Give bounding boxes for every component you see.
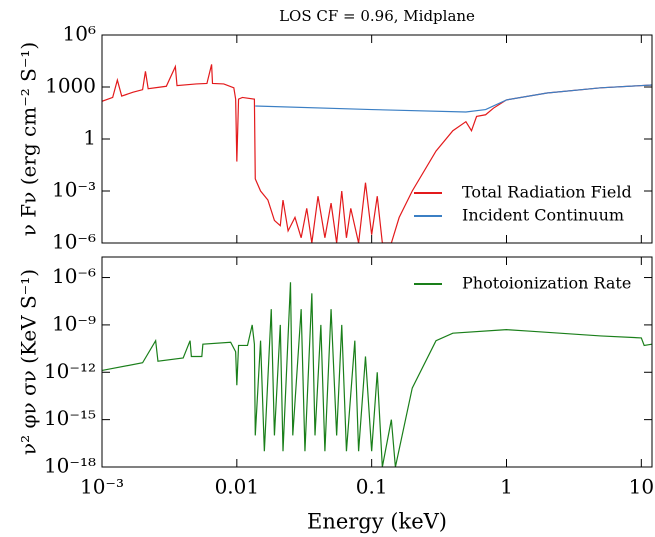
axes-frame	[101, 256, 653, 468]
y-tick-label: 1000	[45, 74, 96, 98]
y-tick-label: 10⁻¹⁸	[44, 454, 96, 478]
chart-title: LOS CF = 0.96, Midplane	[279, 7, 475, 25]
x-tick-label: 10	[629, 475, 654, 499]
y-axis-label: ν Fν (erg cm⁻² S⁻¹)	[17, 42, 41, 236]
y-tick-label: 1	[83, 126, 96, 150]
y-tick-label: 10⁻³	[52, 178, 96, 202]
x-tick-label: 1	[500, 475, 513, 499]
x-axis-label: Energy (keV)	[307, 510, 447, 534]
x-tick-label: 0.1	[356, 475, 388, 499]
x-tick-label: 0.01	[215, 475, 260, 499]
y-tick-label: 10⁻¹⁵	[44, 406, 96, 430]
legend-label: Incident Continuum	[462, 206, 624, 225]
plot-area	[102, 282, 652, 467]
y-tick-label: 10⁻⁹	[52, 311, 96, 335]
y-tick-label: 10⁻⁶	[52, 264, 96, 288]
series-line	[102, 282, 652, 467]
legend-label: Photoionization Rate	[462, 274, 631, 293]
y-tick-label: 10⁻⁶	[52, 230, 96, 254]
y-tick-label: 10⁶	[63, 22, 96, 46]
series-line	[102, 64, 652, 243]
series-line	[255, 84, 652, 113]
x-tick-label: 10⁻³	[80, 475, 124, 499]
plot-area	[102, 64, 652, 243]
legend-label: Total Radiation Field	[462, 183, 632, 202]
y-tick-label: 10⁻¹²	[44, 359, 96, 383]
y-axis-label: ν² φν σν (KeV S⁻¹)	[17, 269, 41, 455]
